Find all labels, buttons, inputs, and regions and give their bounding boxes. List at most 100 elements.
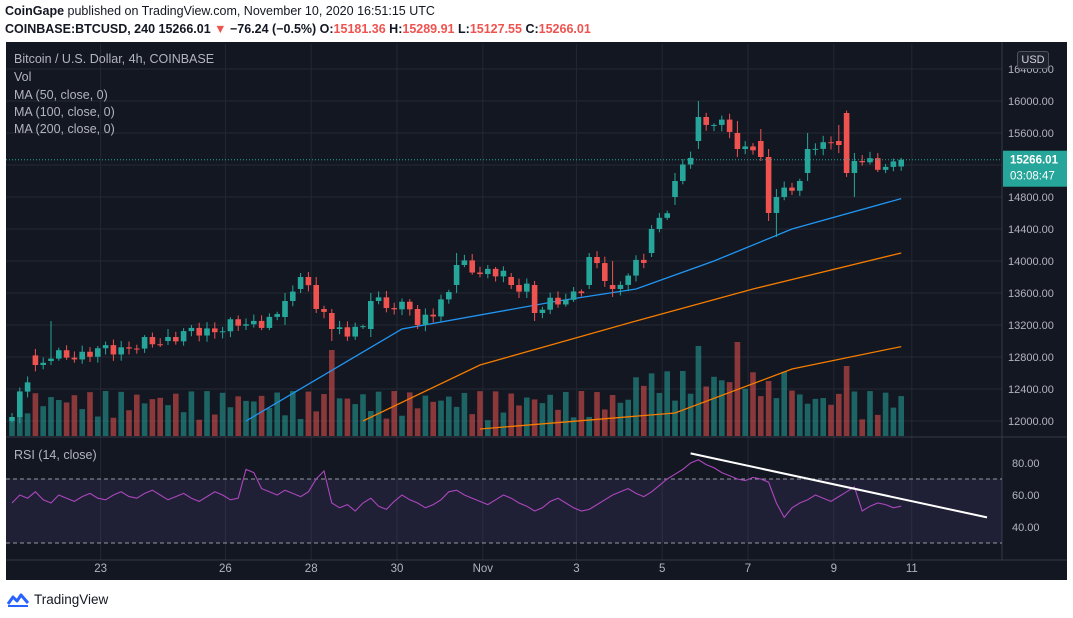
volume-bar	[212, 414, 218, 436]
symbol-label: COINBASE:BTCUSD, 240	[5, 22, 156, 36]
volume-bar	[329, 350, 335, 436]
candle-body	[664, 213, 670, 218]
candle-body	[282, 301, 288, 317]
candle-body	[539, 309, 546, 313]
candle-body	[48, 358, 54, 361]
candle-body	[804, 149, 811, 173]
candle-body	[570, 291, 577, 300]
candle-body	[461, 260, 468, 265]
volume-bar	[453, 406, 460, 436]
price-change: −76.24 (−0.5%)	[230, 22, 317, 36]
volume-bar	[126, 410, 132, 436]
candle-body	[134, 348, 140, 350]
candle-body	[422, 314, 429, 325]
candle-body	[102, 345, 109, 349]
volume-bar	[625, 399, 631, 436]
candle-body	[531, 285, 538, 313]
candle-body	[63, 350, 70, 358]
low-label: L:	[458, 22, 470, 36]
candle-body	[165, 337, 171, 341]
legend-rsi[interactable]: RSI (14, close)	[14, 448, 97, 462]
candle-body	[17, 391, 23, 417]
candle-body	[430, 314, 436, 317]
currency-button[interactable]: USD	[1017, 51, 1049, 69]
volume-bar	[407, 392, 413, 436]
volume-bar	[804, 403, 811, 436]
volume-bar	[430, 401, 436, 436]
volume-bar	[368, 411, 374, 436]
legend-ma100[interactable]: MA (100, close, 0)	[14, 105, 115, 119]
ma100-line	[362, 252, 902, 422]
volume-bar	[609, 395, 616, 436]
volume-bar	[875, 414, 881, 436]
ma50-line	[245, 197, 902, 422]
candle-body	[446, 292, 452, 300]
volume-bar	[344, 398, 351, 436]
candle-body	[508, 277, 514, 285]
volume-bar	[703, 386, 709, 436]
volume-bar	[773, 398, 780, 436]
volume-bar	[204, 391, 210, 436]
footer	[0, 582, 1073, 618]
candle-body	[781, 187, 787, 197]
candle-body	[500, 270, 507, 277]
volume-bar	[867, 391, 873, 436]
legend-volume[interactable]: Vol	[14, 70, 32, 84]
candle-body	[258, 320, 265, 328]
volume-bar	[48, 397, 54, 436]
candle-body	[555, 297, 561, 305]
legend-ma200[interactable]: MA (200, close, 0)	[14, 122, 115, 136]
volume-bar	[274, 392, 280, 436]
candle-body	[586, 257, 592, 285]
volume-bar	[196, 419, 202, 436]
candle-body	[212, 328, 218, 333]
candle-body	[625, 275, 631, 285]
time-tick-label: Nov	[473, 563, 494, 575]
time-tick-label: 26	[219, 563, 232, 575]
volume-bar	[118, 391, 124, 436]
time-tick-label: 9	[831, 563, 837, 575]
volume-bar	[313, 411, 319, 436]
legend-ma50[interactable]: MA (50, close, 0)	[14, 88, 108, 102]
volume-bar	[422, 395, 429, 436]
time-tick-label: 5	[659, 563, 665, 575]
rsi-tick-label: 80.00	[1012, 458, 1040, 470]
candle-body	[453, 265, 460, 285]
candle-body	[399, 301, 405, 310]
volume-bar	[102, 391, 109, 436]
candle-body	[438, 299, 444, 317]
volume-bar	[695, 346, 702, 436]
candle-body	[24, 382, 31, 392]
volume-bar	[173, 393, 179, 436]
volume-bar	[87, 392, 93, 436]
volume-bar	[578, 391, 585, 436]
volume-bar	[258, 395, 265, 436]
chart-title[interactable]: Bitcoin / U.S. Dollar, 4h, COINBASE	[14, 52, 215, 66]
volume-bar	[742, 388, 748, 436]
tradingview-logo-icon[interactable]	[6, 590, 30, 608]
candle-body	[672, 181, 678, 197]
candle-body	[313, 285, 319, 309]
time-tick-label: 3	[573, 563, 579, 575]
time-tick-label: 7	[745, 563, 751, 575]
volume-bar	[851, 391, 858, 436]
candle-body	[368, 301, 374, 329]
candle-body	[492, 268, 499, 277]
open-value: 15181.36	[333, 22, 386, 36]
candle-body	[266, 316, 273, 328]
candle-body	[118, 347, 124, 355]
candle-body	[594, 257, 600, 264]
candle-body	[126, 347, 132, 349]
candle-body	[297, 277, 304, 289]
volume-bar	[24, 413, 31, 436]
volume-bar	[414, 408, 421, 436]
volume-bar	[157, 397, 163, 436]
volume-bar	[719, 380, 725, 436]
volume-bar	[633, 377, 639, 436]
candle-body	[157, 344, 163, 346]
tradingview-brand[interactable]: TradingView	[34, 592, 109, 607]
volume-bar	[219, 392, 226, 436]
volume-bar	[563, 391, 569, 436]
high-label: H:	[389, 22, 403, 36]
